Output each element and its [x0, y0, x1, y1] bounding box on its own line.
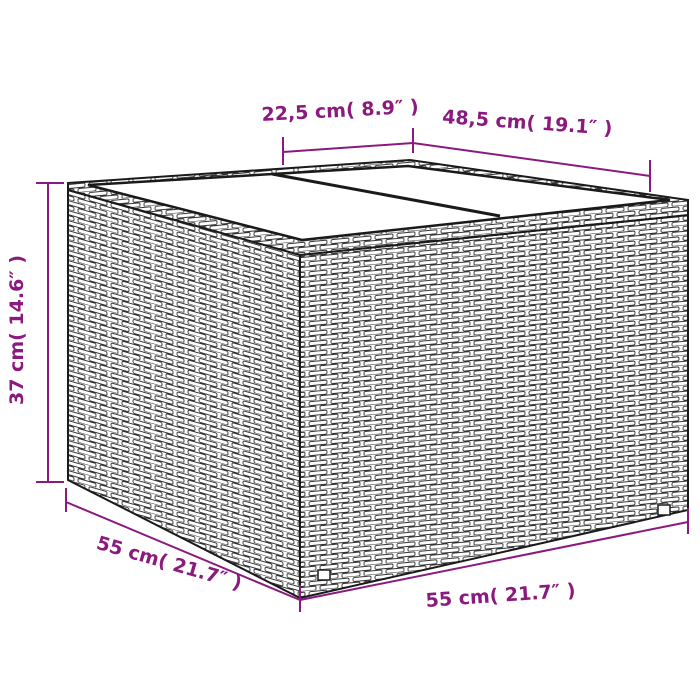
- glass-top: [87, 164, 671, 242]
- dimension-label-height: 37 cm( 14.6″ ): [6, 254, 28, 405]
- glass-divider: [271, 172, 501, 218]
- depth-dimension-line: [65, 501, 301, 601]
- width-dimension-line: [299, 521, 689, 601]
- right-face: [299, 213, 689, 600]
- foot: [657, 504, 671, 516]
- dimension-lines: [36, 128, 689, 612]
- foot: [317, 569, 331, 581]
